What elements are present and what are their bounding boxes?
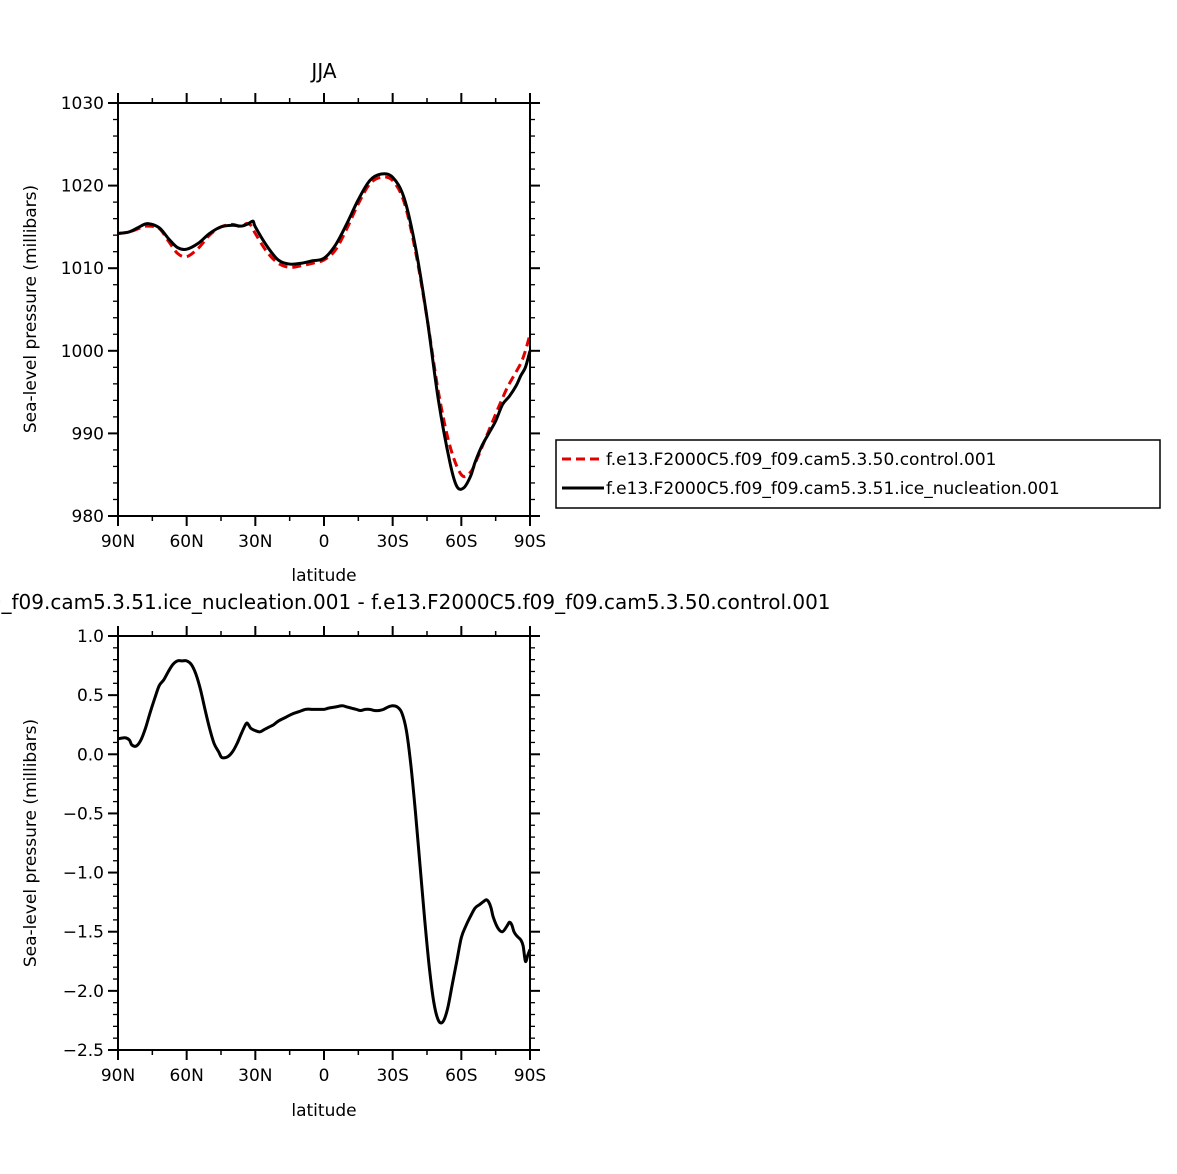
top-y-tick-label: 1010 bbox=[61, 259, 104, 279]
top-series-lines bbox=[117, 172, 532, 491]
bottom-x-tick-label: 90N bbox=[101, 1066, 135, 1086]
top-series-line-1 bbox=[117, 172, 532, 491]
bottom-ticks: 90N 60N 30N 0 30S 60S 90S 1.0 0.5 0.0 −0.5 −1.0 −1.5… bbox=[63, 626, 546, 1086]
bottom-chart-title: f.e13.F2000C5.f09_f09.cam5.3.51.ice_nucl… bbox=[0, 590, 831, 614]
bottom-y-tick-label: −2.5 bbox=[63, 1041, 104, 1061]
top-y-tick-label: 990 bbox=[72, 424, 104, 444]
bottom-y-tick-label: −0.5 bbox=[63, 804, 104, 824]
bottom-x-axis-label: latitude bbox=[291, 1101, 356, 1121]
top-plot-frame bbox=[117, 102, 531, 517]
bottom-panel: f.e13.F2000C5.f09_f09.cam5.3.51.ice_nucl… bbox=[0, 590, 831, 1121]
bottom-x-tick-label: 30N bbox=[238, 1066, 272, 1086]
top-panel: JJA 90N 60N 30N 0 30S 60S 90S 980 990 1000 1010 102… bbox=[21, 59, 546, 586]
legend-box bbox=[555, 439, 1161, 509]
bottom-y-tick-label: 0.5 bbox=[77, 686, 104, 706]
bottom-plot-frame bbox=[117, 635, 531, 1051]
top-x-tick-label: 0 bbox=[319, 532, 330, 552]
top-y-axis-label: Sea-level pressure (millibars) bbox=[21, 185, 41, 433]
top-x-axis-label: latitude bbox=[291, 566, 356, 586]
bottom-series-lines bbox=[117, 659, 532, 1025]
top-x-tick-label: 90S bbox=[514, 532, 546, 552]
top-x-tick-label: 60N bbox=[169, 532, 203, 552]
bottom-y-axis-label: Sea-level pressure (millibars) bbox=[21, 719, 41, 967]
top-y-tick-label: 1000 bbox=[61, 342, 104, 362]
bottom-x-tick-label: 30S bbox=[376, 1066, 408, 1086]
top-x-tick-label: 30S bbox=[376, 532, 408, 552]
bottom-y-tick-label: 0.0 bbox=[77, 745, 104, 765]
bottom-y-tick-label: −2.0 bbox=[63, 982, 104, 1002]
legend-label-ice-nucleation: f.e13.F2000C5.f09_f09.cam5.3.51.ice_nucl… bbox=[606, 479, 1060, 499]
top-x-tick-label: 60S bbox=[445, 532, 477, 552]
bottom-x-tick-label: 0 bbox=[319, 1066, 330, 1086]
bottom-series-line-0 bbox=[117, 659, 532, 1025]
top-x-tick-label: 90N bbox=[101, 532, 135, 552]
bottom-x-tick-label: 90S bbox=[514, 1066, 546, 1086]
top-ticks: 90N 60N 30N 0 30S 60S 90S 980 990 1000 1010 1020 103… bbox=[61, 93, 546, 552]
bottom-x-tick-label: 60N bbox=[169, 1066, 203, 1086]
top-series-line-0 bbox=[117, 175, 532, 479]
legend-label-control: f.e13.F2000C5.f09_f09.cam5.3.50.control.… bbox=[606, 450, 997, 470]
legend: f.e13.F2000C5.f09_f09.cam5.3.50.control.… bbox=[555, 439, 1161, 509]
bottom-y-tick-label: −1.5 bbox=[63, 923, 104, 943]
top-y-tick-label: 1020 bbox=[61, 177, 104, 197]
top-x-tick-label: 30N bbox=[238, 532, 272, 552]
top-chart-title: JJA bbox=[309, 59, 336, 83]
top-y-tick-label: 980 bbox=[72, 507, 104, 527]
top-y-tick-label: 1030 bbox=[61, 94, 104, 114]
bottom-y-tick-label: −1.0 bbox=[63, 864, 104, 884]
bottom-y-tick-label: 1.0 bbox=[77, 627, 104, 647]
bottom-x-tick-label: 60S bbox=[445, 1066, 477, 1086]
